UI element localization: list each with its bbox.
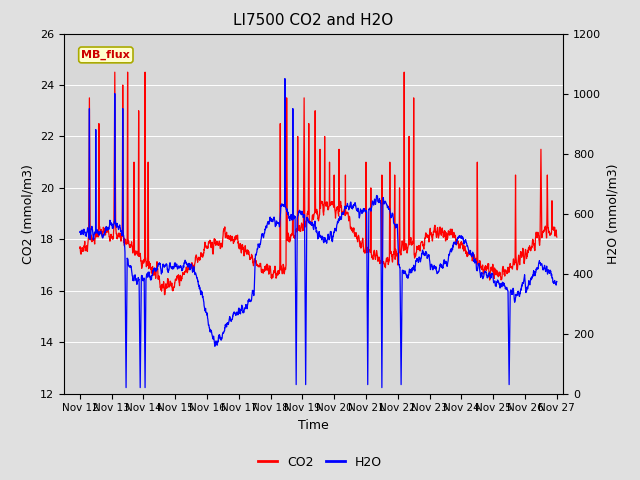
- CO2: [457, 240, 465, 245]
- Y-axis label: CO2 (mmol/m3): CO2 (mmol/m3): [22, 164, 35, 264]
- H2O: [122, 385, 130, 391]
- CO2: [511, 257, 519, 263]
- CO2: [111, 69, 118, 75]
- H2O: [342, 205, 350, 211]
- Y-axis label: H2O (mmol/m3): H2O (mmol/m3): [607, 163, 620, 264]
- H2O: [457, 235, 465, 241]
- CO2: [209, 248, 217, 253]
- Legend: CO2, H2O: CO2, H2O: [253, 451, 387, 474]
- H2O: [525, 283, 532, 288]
- H2O: [281, 76, 289, 82]
- Line: H2O: H2O: [80, 79, 557, 388]
- X-axis label: Time: Time: [298, 419, 329, 432]
- H2O: [553, 279, 561, 285]
- CO2: [553, 234, 561, 240]
- Text: MB_flux: MB_flux: [81, 50, 130, 60]
- H2O: [76, 229, 84, 235]
- CO2: [76, 245, 84, 251]
- Line: CO2: CO2: [80, 72, 557, 295]
- CO2: [161, 292, 168, 298]
- CO2: [332, 209, 340, 215]
- H2O: [511, 296, 519, 302]
- Title: LI7500 CO2 and H2O: LI7500 CO2 and H2O: [234, 13, 394, 28]
- CO2: [342, 211, 350, 216]
- H2O: [332, 228, 340, 233]
- H2O: [209, 336, 217, 342]
- CO2: [525, 246, 532, 252]
